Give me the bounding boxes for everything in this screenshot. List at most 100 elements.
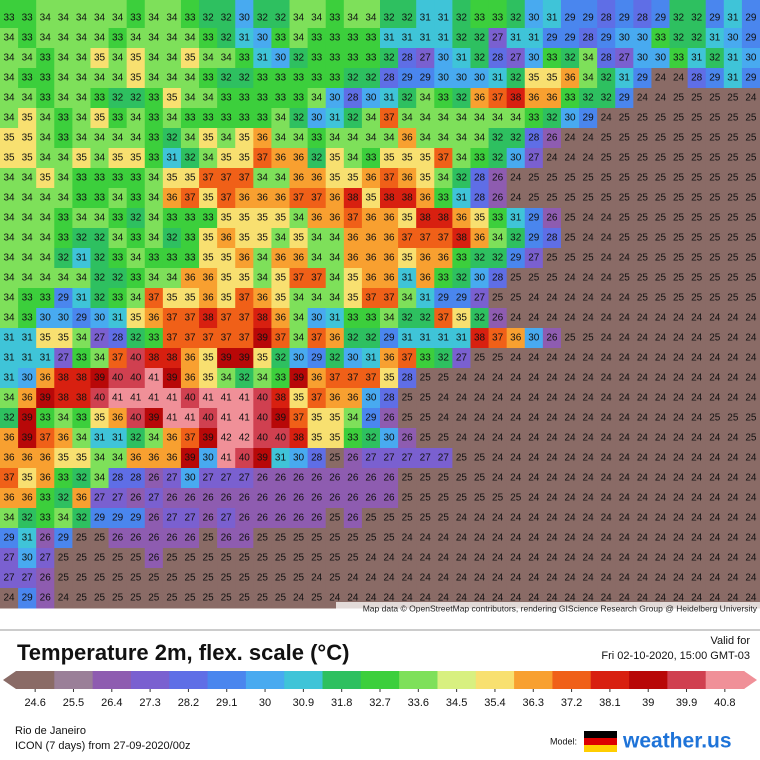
temperature-cell [54,148,73,169]
temperature-label: 36 [40,373,52,384]
temperature-label: 24 [709,373,721,384]
temperature-cell [0,308,19,329]
temperature-cell [235,268,254,289]
temperature-cell [398,208,417,229]
temperature-label: 24 [492,413,504,424]
temperature-label: 33 [257,93,269,104]
temperature-cell [0,228,19,249]
temperature-cell [560,0,580,29]
temperature-label: 36 [365,213,377,224]
temperature-label: 34 [94,213,106,224]
temperature-cell [72,148,91,169]
temperature-label: 33 [22,313,34,324]
temperature-label: 34 [166,113,178,124]
temperature-label: 27 [3,573,15,584]
temperature-label: 32 [58,493,70,504]
temperature-label: 36 [203,273,215,284]
temperature-cell [597,88,616,109]
temperature-cell [307,348,327,369]
temperature-label: 33 [203,33,215,44]
temperature-cell [488,108,508,129]
temperature-label: 34 [3,33,15,44]
temperature-cell [434,188,453,209]
temperature-label: 25 [329,513,341,524]
temperature-label: 36 [22,493,34,504]
temperature-cell [524,248,544,269]
temperature-label: 24 [510,373,522,384]
temperature-label: 34 [76,273,88,284]
temperature-cell [597,168,616,189]
temperature-label: 32 [492,153,504,164]
temperature-label: 37 [3,473,15,484]
temperature-label: 37 [166,333,178,344]
temperature-cell [687,228,707,249]
temperature-label: 31 [40,353,52,364]
temperature-label: 34 [148,33,160,44]
temperature-label: 35 [383,153,395,164]
temperature-label: 34 [166,73,178,84]
temperature-label: 33 [148,153,160,164]
temperature-label: 25 [420,413,432,424]
temperature-label: 35 [76,453,88,464]
temperature-cell [108,0,128,29]
temperature-label: 35 [203,373,215,384]
temperature-label: 33 [239,113,251,124]
temperature-label: 24 [601,333,613,344]
temperature-cell [108,168,128,189]
temperature-cell [398,88,417,109]
temperature-label: 24 [673,433,685,444]
temperature-label: 27 [58,353,70,364]
temperature-label: 24 [745,493,757,504]
temperature-label: 36 [257,193,269,204]
temperature-label: 33 [438,273,450,284]
temperature-label: 27 [94,333,106,344]
temperature-label: 24 [583,493,595,504]
temperature-label: 33 [221,93,233,104]
temperature-label: 25 [546,253,558,264]
temperature-label: 24 [546,153,558,164]
temperature-label: 34 [3,513,15,524]
temperature-label: 36 [58,433,70,444]
temperature-label: 24 [709,353,721,364]
temperature-label: 25 [655,293,667,304]
map: 33 33 34 34 34 34 34 33 34 34 33 32 32 30 32 32 34 34 33 34… [0,0,760,609]
temperature-cell [90,28,110,49]
temperature-cell [524,268,544,289]
temperature-label: 24 [691,333,703,344]
temperature-cell [470,188,490,209]
temperature-label: 35 [329,173,341,184]
temperature-label: 31 [383,93,395,104]
temperature-label: 33 [3,13,15,24]
temperature-label: 34 [456,153,468,164]
temperature-label: 31 [727,53,739,64]
temperature-label: 24 [637,373,649,384]
temperature-label: 32 [510,233,522,244]
temperature-label: 24 [655,473,667,484]
temperature-cell [343,368,363,389]
temperature-cell [651,368,671,389]
temperature-label: 25 [293,553,305,564]
temperature-cell [524,188,544,209]
temperature-cell [488,188,508,209]
temperature-cell [307,208,327,229]
temperature-cell [199,328,218,349]
temperature-cell [343,128,363,149]
temperature-cell [452,288,471,309]
temperature-label: 26 [492,173,504,184]
temperature-cell [416,288,435,309]
temperature-cell [488,248,508,269]
temperature-label: 25 [673,253,685,264]
temperature-cell [361,288,381,309]
temperature-label: 34 [76,93,88,104]
temperature-label: 32 [510,73,522,84]
temperature-label: 24 [709,393,721,404]
temperature-cell [705,28,725,49]
temperature-cell [687,328,707,349]
temperature-label: 34 [94,453,106,464]
temperature-label: 25 [745,173,757,184]
temperature-label: 36 [22,453,34,464]
temperature-label: 25 [420,373,432,384]
temperature-cell [126,328,146,349]
temperature-label: 31 [510,33,522,44]
